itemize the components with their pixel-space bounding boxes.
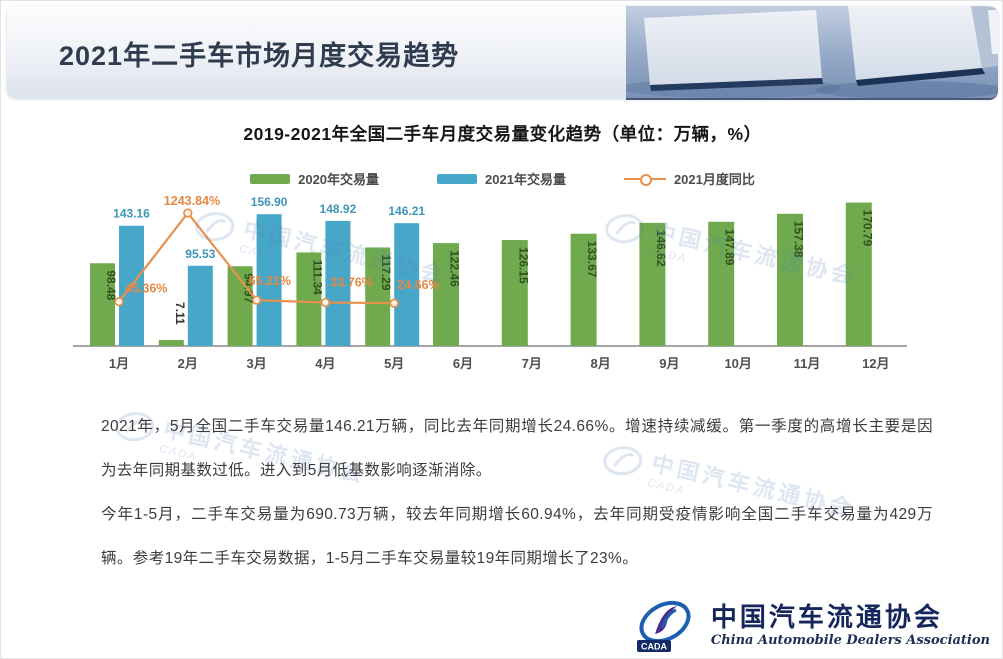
x-tick-4月: 4月 [315, 356, 335, 371]
yoy-point-marker [114, 296, 124, 307]
yoy-point-marker [389, 298, 399, 308]
bar-2020-8月 [570, 233, 597, 346]
bar-value-2021-3月: 156.90 [251, 195, 288, 209]
bar-2020-9月 [639, 222, 666, 346]
bar-value-2020-8月: 133.67 [585, 241, 599, 278]
bar-2021-2月 [187, 265, 213, 346]
org-name-chinese: 中国汽车流通协会 [710, 602, 943, 633]
org-name-english: China Automobile Dealers Association [710, 633, 990, 649]
bar-2020-2月 [158, 340, 184, 346]
x-tick-5月: 5月 [384, 356, 404, 371]
legend-item-2021: 2021年交易量 [437, 169, 566, 188]
cubes-decoration-image [626, 6, 998, 100]
legend-label-yoy: 2021月度同比 [673, 172, 755, 187]
analysis-paragraph-1: 2021年，5月全国二手车交易量146.21万辆，同比去年同期增长24.66%。… [101, 418, 933, 479]
bar-2020-12月 [845, 202, 872, 346]
svg-text:CADA: CADA [641, 642, 667, 652]
x-tick-9月: 9月 [659, 356, 679, 371]
bar-value-2020-12月: 170.79 [860, 210, 874, 247]
bar-value-2020-2月: 7.11 [173, 302, 187, 325]
x-tick-10月: 10月 [724, 356, 751, 371]
yoy-point-marker [183, 208, 193, 218]
bar-value-2020-6月: 122.46 [448, 250, 462, 287]
page-title: 2021年二手车市场月度交易趋势 [59, 41, 460, 71]
header-band: 2021年二手车市场月度交易趋势 [7, 6, 998, 100]
bar-value-2020-11月: 157.38 [792, 221, 806, 258]
bar-value-2020-10月: 147.89 [723, 229, 737, 266]
bar-value-2021-1月: 143.16 [113, 207, 150, 221]
bar-2020-10月 [708, 221, 735, 346]
bar-value-2020-9月: 146.62 [654, 230, 668, 267]
chart-legend: 2020年交易量 2021年交易量 2021月度同比 [1, 169, 1002, 188]
cubes-illustration [626, 6, 998, 98]
yoy-label: 33.76% [330, 276, 372, 290]
bar-2021-5月 [394, 223, 420, 346]
bar-value-2020-1月: 98.48 [104, 270, 118, 300]
bar-value-2021-5月: 146.21 [388, 204, 425, 218]
bar-value-2021-4月: 148.92 [320, 202, 357, 216]
bar-2020-7月 [501, 240, 528, 346]
yoy-point-marker [251, 295, 262, 305]
x-tick-11月: 11月 [794, 356, 821, 371]
legend-item-2020: 2020年交易量 [250, 169, 379, 188]
bar-value-2020-4月: 111.34 [310, 259, 324, 295]
x-tick-8月: 8月 [590, 356, 610, 371]
legend-label-2021: 2021年交易量 [485, 172, 566, 187]
yoy-label: 1243.84% [164, 194, 220, 208]
cada-emblem-icon: CADA [636, 600, 691, 652]
yoy-point-marker [320, 297, 331, 308]
chart-title: 2019-2021年全国二手车月度交易量变化趋势（单位：万辆，%） [243, 124, 762, 144]
x-tick-6月: 6月 [453, 356, 473, 371]
footer-logo: CADA 中国汽车流通协会 China Automobile Dealers A… [629, 598, 990, 654]
bar-value-2020-5月: 117.29 [379, 254, 393, 290]
x-tick-3月: 3月 [246, 356, 266, 371]
bar-2020-1月 [90, 263, 115, 346]
yoy-label: 45.36% [125, 282, 167, 296]
legend-line-marker-icon [623, 173, 666, 186]
x-tick-12月: 12月 [862, 356, 889, 371]
x-tick-1月: 1月 [109, 356, 129, 371]
bar-2021-3月 [256, 214, 282, 346]
bar-2020-5月 [365, 247, 391, 346]
x-tick-2月: 2月 [178, 356, 198, 371]
bar-value-2020-7月: 126.15 [516, 247, 530, 284]
x-tick-7月: 7月 [522, 356, 542, 371]
legend-swatch-green [250, 173, 291, 184]
bar-value-2021-2月: 95.53 [185, 247, 215, 261]
legend-item-yoy: 2021月度同比 [623, 169, 755, 188]
legend-swatch-blue [437, 173, 478, 184]
legend-label-2020: 2020年交易量 [298, 172, 380, 187]
bar-2021-4月 [325, 220, 351, 346]
bar-2020-4月 [296, 252, 322, 346]
monthly-transactions-chart: 98.48143.161月7.1195.532月94.97156.903月111… [73, 194, 907, 371]
bar-2020-6月 [433, 243, 459, 346]
bar-2020-11月 [777, 213, 803, 346]
analysis-paragraph-2: 今年1-5月，二手车交易量为690.73万辆，较去年同期增长60.94%，去年同… [101, 506, 933, 567]
yoy-label: 65.21% [249, 274, 291, 288]
yoy-label: 24.66% [397, 278, 439, 292]
